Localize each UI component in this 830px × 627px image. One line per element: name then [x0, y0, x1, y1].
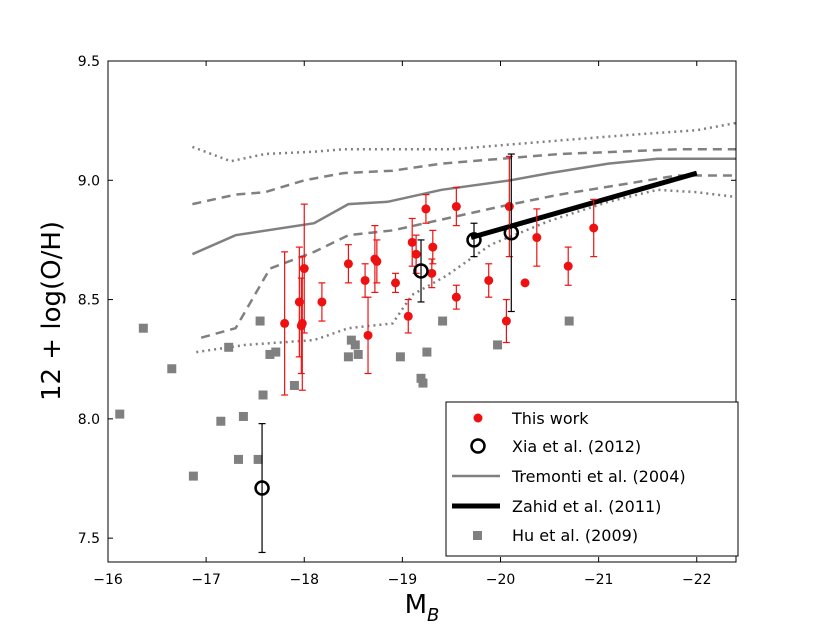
x-axis-title-subscript: B: [427, 605, 439, 626]
hu-point-14: [343, 352, 353, 362]
hu-point-4: [216, 416, 226, 426]
hu-point-2: [167, 364, 177, 374]
x-tick-label-2: −18: [289, 572, 319, 588]
hu-point-9: [255, 316, 265, 326]
this-work-point-11: [391, 278, 401, 288]
hu-point-13: [289, 380, 299, 390]
hu-point-12: [271, 347, 281, 357]
y-axis-title: 12 + log(O/H): [37, 221, 67, 401]
hu-point-18: [395, 352, 405, 362]
tremonti-inner-upper-line: [192, 148, 736, 206]
hu-point-24: [564, 316, 574, 326]
legend-item-xia: Xia et al. (2012): [470, 437, 641, 456]
xia-point-3: [503, 225, 520, 241]
y-tick-label-4: 9.5: [78, 54, 100, 70]
hu-point-22: [438, 316, 448, 326]
legend-label-xia: Xia et al. (2012): [512, 437, 641, 456]
x-axis-title-main: M: [405, 590, 427, 620]
legend-item-hu: Hu et al. (2009): [473, 526, 638, 545]
this-work-point-26: [589, 223, 599, 233]
legend-label-zahid: Zahid et al. (2011): [512, 497, 661, 516]
x-tick-label-0: −16: [93, 572, 123, 588]
legend-marker-hu: [473, 531, 482, 540]
legend-item-tremonti: Tremonti et al. (2004): [452, 467, 686, 486]
y-tick-label-0: 7.5: [78, 531, 100, 547]
this-work-point-17: [428, 242, 438, 252]
legend: This work Xia et al. (2012) Tremonti et …: [445, 401, 739, 557]
tremonti-outer-upper-line: [191, 121, 736, 163]
legend-item-this-work: This work: [473, 409, 589, 428]
xia-point-0: [254, 480, 270, 496]
hu-point-17: [353, 349, 363, 359]
this-work-point-18: [451, 292, 461, 302]
this-work-point-5: [317, 297, 327, 307]
hu-point-15: [346, 335, 356, 345]
hu-point-21: [422, 347, 432, 357]
y-tick-label-1: 8.0: [78, 412, 100, 428]
this-work-point-25: [563, 261, 573, 271]
this-work-point-14: [411, 249, 421, 259]
plot-area: [115, 121, 736, 554]
x-tick-label-6: −22: [682, 572, 712, 588]
this-work-point-6: [343, 259, 353, 269]
legend-marker-xia: [470, 438, 486, 454]
tremonti-outer-lower-line: [196, 188, 736, 354]
hu-point-0: [115, 409, 125, 419]
this-work-point-16: [427, 268, 437, 278]
legend-label-this-work: This work: [511, 409, 589, 428]
x-tick-label-5: −21: [584, 572, 614, 588]
hu-point-7: [238, 411, 248, 421]
this-work-point-24: [532, 233, 542, 243]
xia-point-1: [413, 263, 429, 279]
hu-point-11: [265, 349, 275, 359]
legend-label-tremonti: Tremonti et al. (2004): [511, 467, 686, 486]
legend-frame: [445, 401, 739, 557]
hu-point-3: [188, 471, 198, 481]
x-axis-title: MB: [405, 590, 440, 626]
axes: −16 −17 −18 −19 −20 −21 −22 7.5 8.0 8.5 9.0 9.5: [78, 54, 736, 588]
y-tick-label-3: 9.0: [78, 173, 100, 189]
this-work-point-4: [299, 264, 309, 274]
tremonti-inner-lower-line: [200, 174, 736, 339]
hu-point-19: [416, 373, 426, 383]
this-work-point-10: [372, 256, 382, 266]
this-work-point-15: [421, 204, 431, 214]
hu-point-8: [253, 454, 263, 464]
hu-point-23: [493, 340, 503, 350]
hu-point-16: [350, 340, 360, 350]
xia-point-2: [466, 232, 482, 248]
hu-point-20: [418, 378, 428, 388]
this-work-point-19: [451, 202, 461, 212]
legend-marker-this-work: [473, 413, 483, 423]
tremonti-median-line: [191, 157, 736, 256]
this-work-point-22: [504, 202, 514, 212]
this-work-point-7: [360, 275, 370, 285]
y-tick-label-2: 8.5: [78, 293, 100, 309]
this-work-point-3: [297, 318, 307, 328]
x-tick-label-3: −19: [388, 572, 418, 588]
this-work-point-23: [520, 278, 530, 288]
this-work-point-13: [407, 237, 417, 247]
legend-label-hu: Hu et al. (2009): [512, 526, 638, 545]
hu-point-10: [258, 390, 268, 400]
this-work-point-21: [501, 316, 511, 326]
this-work-point-0: [280, 318, 290, 328]
x-tick-label-1: −17: [191, 572, 221, 588]
legend-item-zahid: Zahid et al. (2011): [452, 497, 661, 516]
this-work-point-8: [363, 330, 373, 340]
this-work-point-12: [403, 311, 413, 321]
plot-frame: [107, 60, 737, 563]
hu-point-5: [224, 342, 234, 352]
this-work-point-20: [484, 275, 494, 285]
hu-point-1: [138, 323, 148, 333]
x-tick-label-4: −20: [486, 572, 516, 588]
hu-point-6: [234, 454, 244, 464]
